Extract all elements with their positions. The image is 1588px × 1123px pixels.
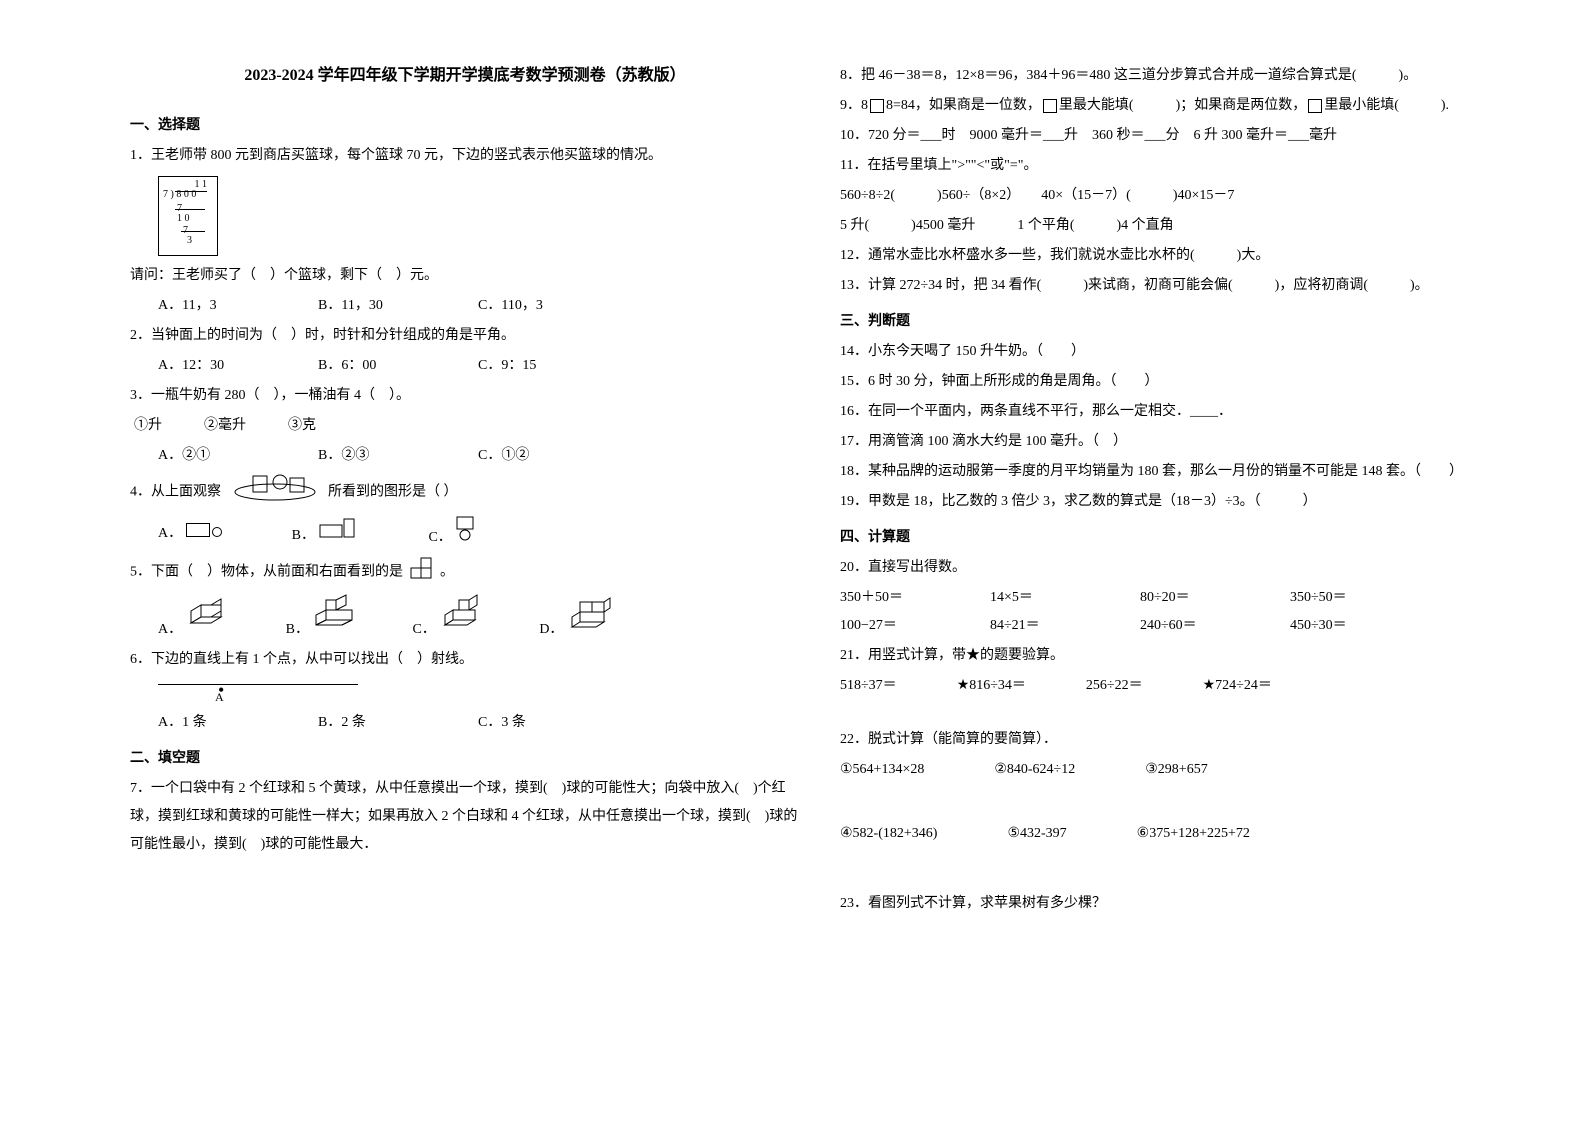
q4-opts: A． B． C．	[158, 515, 800, 552]
q4-text: 4．从上面观察	[130, 485, 221, 500]
section-3: 三、判断题	[840, 308, 1510, 336]
q9-c: 里最大能填( )；如果商是两位数，	[1059, 98, 1306, 113]
q20: 20．直接写出得数。	[840, 554, 1510, 582]
q3-opts: A．②① B．②③ C．①②	[158, 442, 800, 470]
q2-opt-a: A．12：30	[158, 352, 258, 380]
q6-opts: A．1 条 B．2 条 C．3 条	[158, 709, 800, 737]
q3-opt-a: A．②①	[158, 442, 258, 470]
section-2: 二、填空题	[130, 745, 800, 773]
q12: 12．通常水壶比水杯盛水多一些，我们就说水壶比水杯的( )大。	[840, 242, 1510, 270]
q1-opt-b: B．11，30	[318, 292, 418, 320]
calc-item: 100−27＝	[840, 612, 950, 640]
q4-opt-a: A．	[158, 520, 222, 548]
q1-opt-c: C．110，3	[478, 292, 578, 320]
q20-row2: 100−27＝ 84÷21＝ 240÷60＝ 450÷30＝	[840, 612, 1510, 640]
calc-item: 80÷20＝	[1140, 584, 1250, 612]
q5-opt-c: C．	[412, 593, 489, 644]
line-label: A	[215, 685, 800, 709]
q9: 9．8 8=84，如果商是一位数， 里最大能填( )；如果商是两位数， 里最小能填( …	[840, 92, 1510, 120]
calc-item: ⑤432-397	[1007, 820, 1066, 848]
q23: 23．看图列式不计算，求苹果树有多少棵？	[840, 890, 1510, 918]
q5-target-icon	[407, 554, 437, 591]
q4-solid-icon	[225, 472, 325, 513]
calc-item: 240÷60＝	[1140, 612, 1250, 640]
q15: 15．6 时 30 分，钟面上所形成的角是周角。（ ）	[840, 368, 1510, 396]
q3-opt-c: C．①②	[478, 442, 578, 470]
q1-opts: A．11，3 B．11，30 C．110，3	[158, 292, 800, 320]
q13: 13．计算 272÷34 时，把 34 看作( )来试商，初商可能会偏( )，应…	[840, 272, 1510, 300]
q8: 8．把 46－38＝8，12×8＝96，384＋96＝480 这三道分步算式合并…	[840, 62, 1510, 90]
q21: 21．用竖式计算，带★的题要验算。	[840, 642, 1510, 670]
q6: 6．下边的直线上有 1 个点，从中可以找出（ ）射线。	[130, 646, 800, 674]
calc-item: ②840-624÷12	[994, 756, 1075, 784]
q4-text-b: 所看到的图形是（ ）	[328, 485, 458, 500]
q11b: 5 升( )4500 毫升 1 个平角( )4 个直角	[840, 212, 1510, 240]
q5-after: 。	[440, 565, 454, 580]
q5-text: 5．下面（ ）物体，从前面和右面看到的是	[130, 565, 403, 580]
q1-opt-a: A．11，3	[158, 292, 258, 320]
q9-a: 9．8	[840, 98, 868, 113]
blank-box-icon	[1043, 99, 1057, 113]
calc-item: ⑥375+128+225+72	[1137, 820, 1250, 848]
q6-opt-c: C．3 条	[478, 709, 578, 737]
right-column: 8．把 46－38＝8，12×8＝96，384＋96＝480 这三道分步算式合并…	[840, 60, 1510, 920]
calc-item: 350＋50＝	[840, 584, 950, 612]
q7: 7．一个口袋中有 2 个红球和 5 个黄球，从中任意摸出一个球，摸到( )球的可…	[130, 775, 800, 859]
q22-row2: ④582-(182+346) ⑤432-397 ⑥375+128+225+72	[840, 820, 1510, 848]
q2-opt-c: C．9：15	[478, 352, 578, 380]
q5-opt-b: B．	[286, 593, 363, 644]
calc-item: ★724÷24＝	[1203, 672, 1272, 700]
q2-opts: A．12：30 B．6：00 C．9：15	[158, 352, 800, 380]
q5: 5．下面（ ）物体，从前面和右面看到的是 。	[130, 554, 800, 591]
line-figure	[158, 684, 358, 685]
section-1: 一、选择题	[130, 112, 800, 140]
blank-box-icon	[1308, 99, 1322, 113]
q22-row1: ①564+134×28 ②840-624÷12 ③298+657	[840, 756, 1510, 784]
calc-item: 14×5＝	[990, 584, 1100, 612]
q21-row: 518÷37＝ ★816÷34＝ 256÷22＝ ★724÷24＝	[840, 672, 1510, 700]
calc-item: 84÷21＝	[990, 612, 1100, 640]
q22: 22．脱式计算（能简算的要简算）．	[840, 726, 1510, 754]
division-work: 1 1 7 ) 8 0 0 7 1 0 7 3	[158, 176, 218, 256]
q2: 2．当钟面上的时间为（ ）时，时针和分针组成的角是平角。	[130, 322, 800, 350]
q5-opts: A． B． C． D．	[158, 593, 800, 644]
q16: 16．在同一个平面内，两条直线不平行，那么一定相交．____．	[840, 398, 1510, 426]
blank-box-icon	[870, 99, 884, 113]
q4-opt-c: C．	[428, 515, 477, 552]
q2-opt-b: B．6：00	[318, 352, 418, 380]
q11a: 560÷8÷2( )560÷（8×2） 40×（15－7）( )40×15－7	[840, 182, 1510, 210]
q11: 11．在括号里填上">""<"或"="。	[840, 152, 1510, 180]
q3-sub: ①升 ②毫升 ③克	[134, 412, 800, 440]
calc-item: ★816÷34＝	[957, 672, 1026, 700]
q14: 14．小东今天喝了 150 升牛奶。（ ）	[840, 338, 1510, 366]
calc-item: 350÷50＝	[1290, 584, 1400, 612]
q9-b: 8=84，如果商是一位数，	[886, 98, 1041, 113]
q4-opt-b: B．	[292, 517, 359, 550]
left-column: 2023-2024 学年四年级下学期开学摸底考数学预测卷（苏教版） 一、选择题 …	[130, 60, 800, 920]
q19: 19．甲数是 18，比乙数的 3 倍少 3，求乙数的算式是（18－3）÷3。（ …	[840, 488, 1510, 516]
q1-ask: 请问：王老师买了（ ）个篮球，剩下（ ）元。	[130, 262, 800, 290]
q20-row1: 350＋50＝ 14×5＝ 80÷20＝ 350÷50＝	[840, 584, 1510, 612]
q5-opt-a: A．	[158, 593, 236, 644]
q18: 18．某种品牌的运动服第一季度的月平均销量为 180 套，那么一月份的销量不可能…	[840, 458, 1510, 486]
q17: 17．用滴管滴 100 滴水大约是 100 毫升。（ ）	[840, 428, 1510, 456]
calc-item: 256÷22＝	[1086, 672, 1143, 700]
q4: 4．从上面观察 所看到的图形是（ ）	[130, 472, 800, 513]
q6-opt-b: B．2 条	[318, 709, 418, 737]
section-4: 四、计算题	[840, 524, 1510, 552]
calc-item: 518÷37＝	[840, 672, 897, 700]
calc-item: ④582-(182+346)	[840, 820, 937, 848]
q9-d: 里最小能填( ).	[1324, 98, 1449, 113]
calc-item: 450÷30＝	[1290, 612, 1400, 640]
exam-title: 2023-2024 学年四年级下学期开学摸底考数学预测卷（苏教版）	[130, 60, 800, 92]
q6-opt-a: A．1 条	[158, 709, 258, 737]
calc-item: ①564+134×28	[840, 756, 924, 784]
q5-opt-d: D．	[539, 593, 617, 644]
q10: 10．720 分＝___时 9000 毫升＝___升 360 秒＝___分 6 …	[840, 122, 1510, 150]
q1: 1．王老师带 800 元到商店买篮球，每个篮球 70 元，下边的竖式表示他买篮球…	[130, 142, 800, 170]
q3-opt-b: B．②③	[318, 442, 418, 470]
q3: 3．一瓶牛奶有 280（ ），一桶油有 4（ ）。	[130, 382, 800, 410]
calc-item: ③298+657	[1145, 756, 1207, 784]
